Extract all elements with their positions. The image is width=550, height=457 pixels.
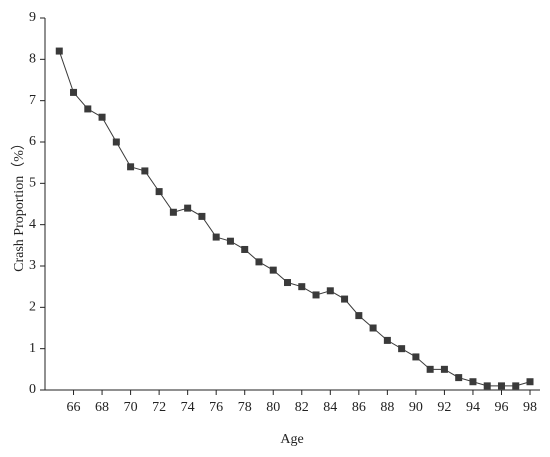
data-point <box>341 295 349 303</box>
data-point <box>269 266 277 274</box>
data-point <box>469 378 477 386</box>
y-tick-label: 5 <box>29 176 36 191</box>
y-tick-label: 4 <box>29 217 36 232</box>
x-tick-label: 76 <box>209 400 223 415</box>
data-point <box>184 204 192 212</box>
data-point <box>369 324 377 332</box>
x-tick-label: 92 <box>437 400 451 415</box>
x-tick-label: 98 <box>523 400 537 415</box>
data-point <box>426 365 434 373</box>
x-tick-label: 88 <box>380 400 394 415</box>
x-tick-label: 78 <box>238 400 252 415</box>
y-tick-label: 1 <box>29 341 36 356</box>
data-point <box>84 105 92 113</box>
x-tick-label: 80 <box>266 400 280 415</box>
data-point <box>141 167 149 175</box>
data-point <box>255 258 263 266</box>
x-tick-label: 66 <box>67 400 81 415</box>
data-point <box>497 382 505 390</box>
data-point <box>298 283 306 291</box>
x-tick-label: 90 <box>409 400 423 415</box>
y-axis-label: Crash Proportion（%） <box>11 136 27 272</box>
data-point <box>355 312 363 320</box>
data-point <box>112 138 120 146</box>
data-line <box>58 50 531 387</box>
y-tick-label: 0 <box>29 382 36 397</box>
y-tick-label: 8 <box>29 52 36 67</box>
x-axis-label: Age <box>280 432 303 447</box>
data-point <box>326 287 334 295</box>
data-point <box>284 279 292 287</box>
data-point <box>312 291 320 299</box>
y-tick-label: 7 <box>29 93 36 108</box>
data-point <box>98 113 106 121</box>
data-point <box>455 374 463 382</box>
x-tick-label: 96 <box>494 400 508 415</box>
data-point <box>412 353 420 361</box>
data-point <box>383 336 391 344</box>
x-tick-label: 72 <box>152 400 166 415</box>
data-point <box>226 237 234 245</box>
data-point <box>70 88 78 96</box>
x-tick-label: 86 <box>352 400 366 415</box>
data-point <box>526 378 534 386</box>
x-tick-label: 94 <box>466 400 480 415</box>
data-point <box>127 163 135 171</box>
data-point <box>212 233 220 241</box>
data-point <box>169 208 177 216</box>
data-point <box>512 382 520 390</box>
x-tick-label: 84 <box>323 400 337 415</box>
x-tick-label: 82 <box>295 400 309 415</box>
y-tick-label: 3 <box>29 258 36 273</box>
data-point <box>440 365 448 373</box>
y-tick-label: 6 <box>29 134 36 149</box>
data-point <box>241 245 249 253</box>
x-tick-label: 70 <box>124 400 138 415</box>
x-tick-label: 74 <box>181 400 195 415</box>
data-point <box>55 47 63 55</box>
y-tick-label: 2 <box>29 300 36 315</box>
data-point <box>198 212 206 220</box>
x-tick-label: 68 <box>95 400 109 415</box>
data-point <box>398 345 406 353</box>
data-point <box>155 188 163 196</box>
data-point <box>483 382 491 390</box>
y-tick-label: 9 <box>29 10 36 25</box>
